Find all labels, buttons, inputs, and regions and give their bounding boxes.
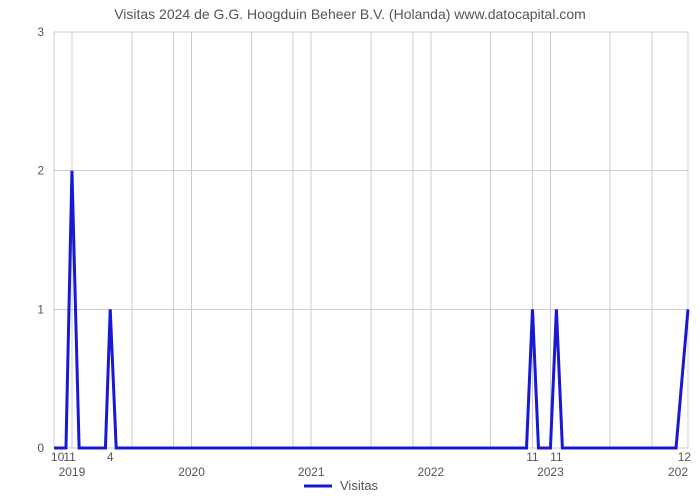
chart-title: Visitas 2024 de G.G. Hoogduin Beheer B.V… [0,6,700,22]
svg-text:202: 202 [668,465,688,479]
x-axis-ticks: 2019 2020 2021 2022 2023 202 [59,465,689,479]
svg-text:2020: 2020 [178,465,205,479]
svg-text:3: 3 [37,25,44,39]
svg-text:Visitas: Visitas [340,478,379,493]
svg-text:2022: 2022 [417,465,444,479]
svg-text:11: 11 [63,450,76,464]
legend: Visitas [304,478,379,493]
svg-text:2023: 2023 [537,465,564,479]
svg-text:4: 4 [107,450,114,464]
svg-text:1: 1 [37,302,44,316]
chart-svg: 0 1 2 3 2019 2020 2021 2022 2023 202 1 0 11 4 11 11 12… [0,0,700,500]
grid [54,32,688,448]
svg-text:2021: 2021 [298,465,325,479]
y-axis-ticks: 0 1 2 3 [37,25,44,455]
svg-text:2019: 2019 [59,465,86,479]
svg-text:2: 2 [37,164,44,178]
point-labels: 10114111112 [51,450,691,464]
svg-text:11: 11 [550,450,563,464]
svg-text:12: 12 [678,450,692,464]
svg-text:11: 11 [526,450,539,464]
chart-container: Visitas 2024 de G.G. Hoogduin Beheer B.V… [0,0,700,500]
svg-text:0: 0 [37,441,44,455]
